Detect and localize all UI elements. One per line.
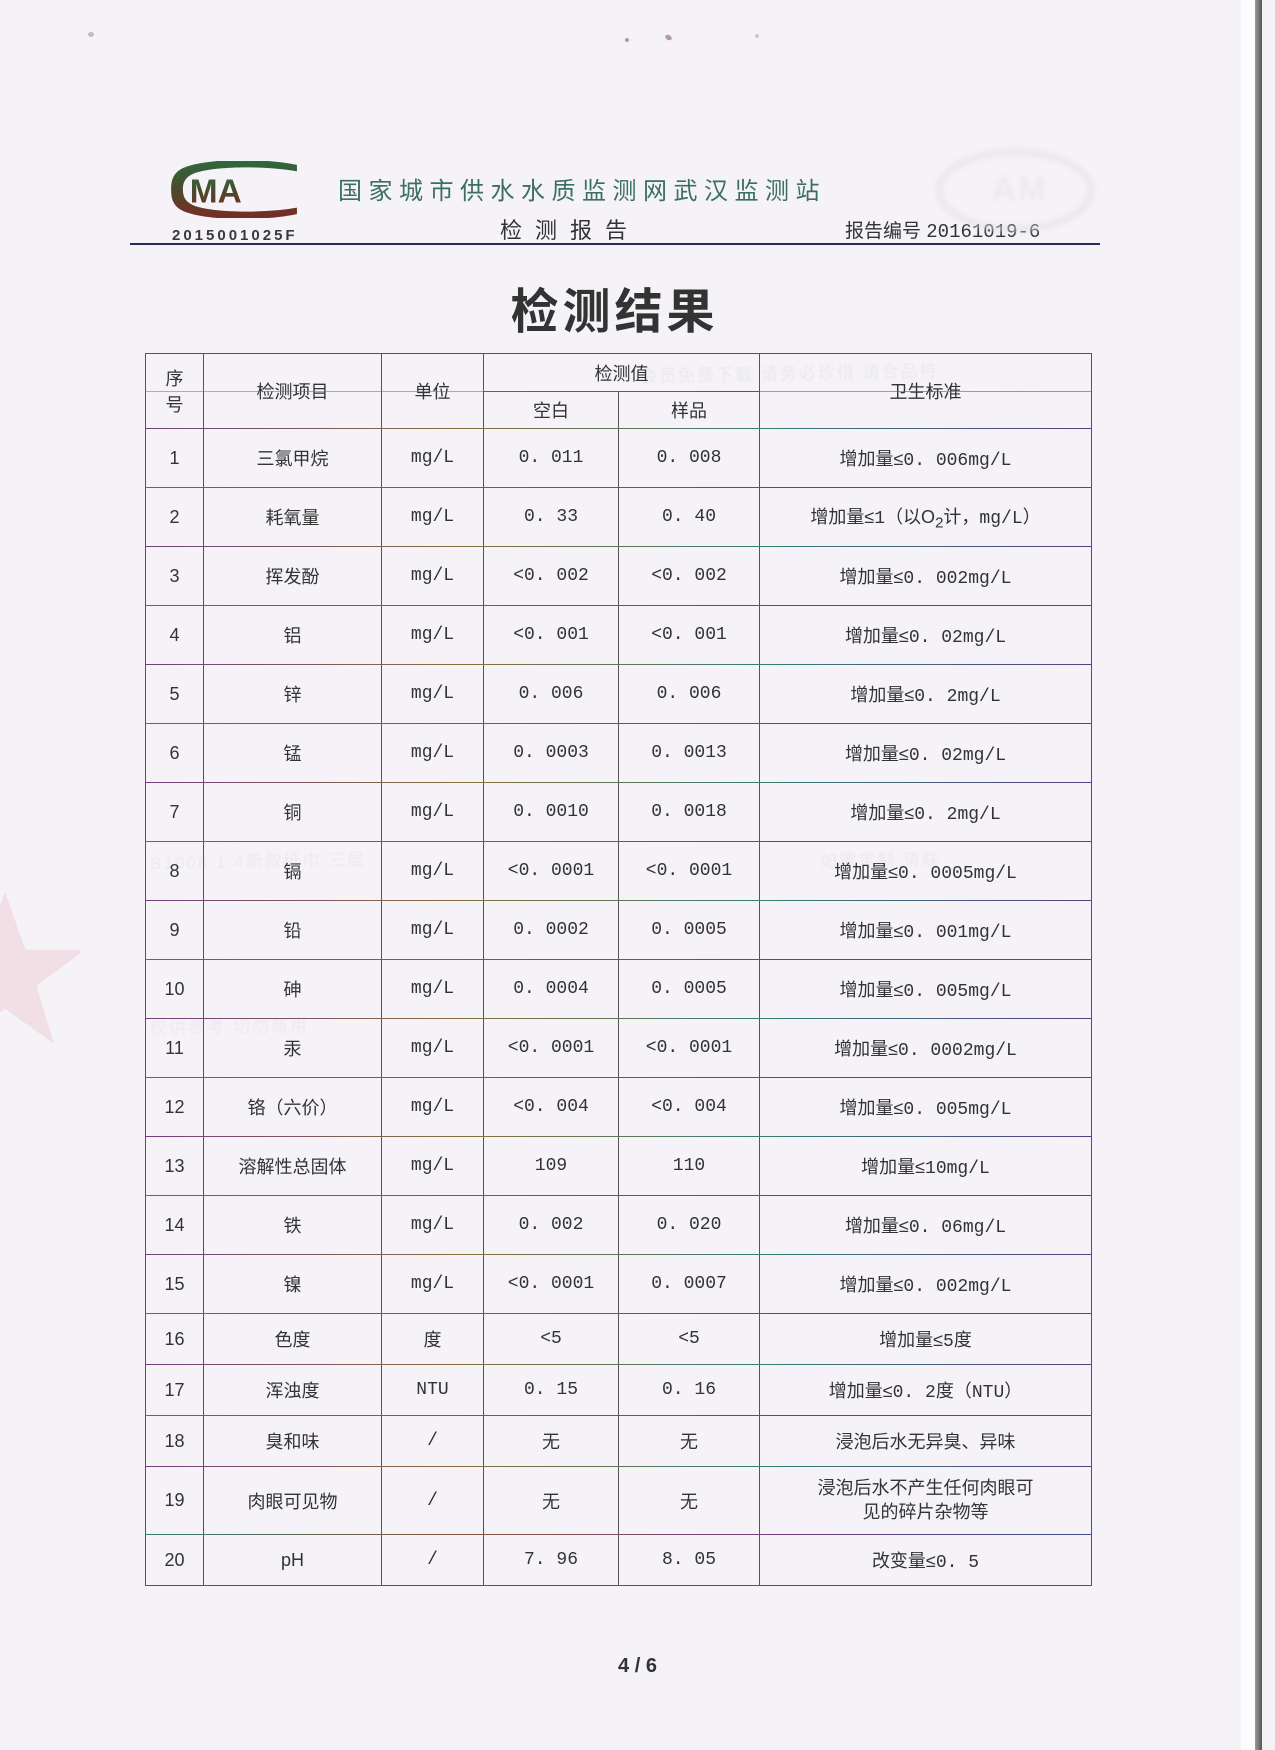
svg-text:MA: MA xyxy=(190,173,242,210)
